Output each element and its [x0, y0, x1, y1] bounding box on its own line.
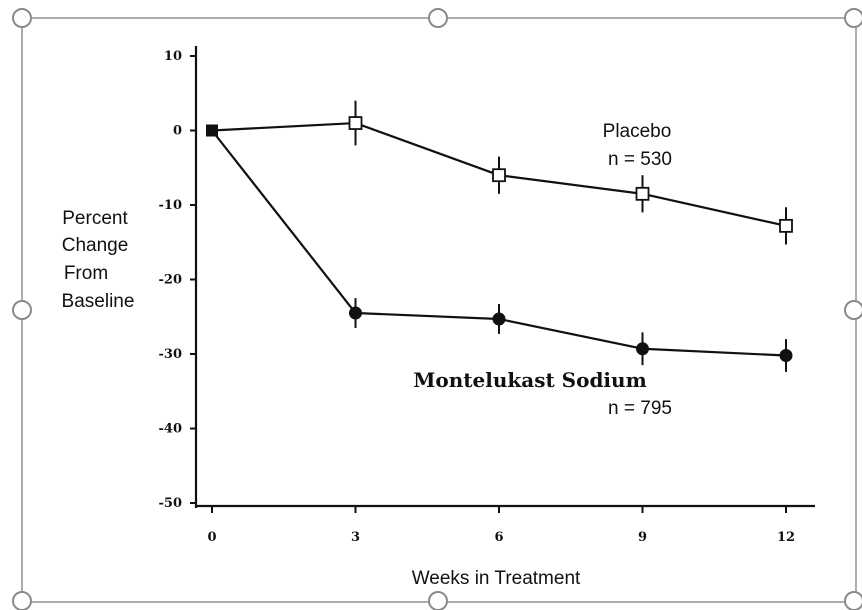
y-tick-label-2: -10	[159, 198, 183, 213]
resize-handle-bottom-left[interactable]	[12, 591, 32, 610]
selection-frame-border	[21, 17, 857, 603]
y-tick-label-5: -40	[159, 422, 183, 437]
x-axis-label: Weeks in Treatment	[412, 568, 581, 589]
y-axis-label-line-2: Change	[62, 235, 129, 256]
placebo-point-4	[779, 218, 793, 233]
placebo-point-2	[492, 168, 506, 183]
placebo-point-3	[635, 186, 650, 201]
resize-handle-bottom-center[interactable]	[428, 591, 448, 610]
montelukast-point-4	[779, 348, 793, 362]
placebo-point-1	[348, 116, 363, 130]
y-tick-label-3: -20	[159, 273, 183, 288]
montelukast-point-1	[349, 306, 362, 320]
resize-handle-middle-right[interactable]	[844, 300, 862, 320]
montelukast-baseline-marker	[206, 124, 218, 137]
x-tick-label-2: 6	[494, 530, 503, 545]
y-axis-label-line-4: Baseline	[62, 291, 135, 312]
y-tick-label-1: 0	[173, 124, 182, 139]
y-tick-label-0: 10	[164, 49, 182, 64]
resize-handle-middle-left[interactable]	[12, 300, 32, 320]
selection-frame	[21, 17, 857, 603]
montelukast-series-name: Montelukast Sodium	[413, 368, 646, 392]
resize-handle-top-left[interactable]	[12, 8, 32, 28]
x-tick-label-4: 12	[777, 530, 795, 545]
y-axis-label-line-3: From	[64, 263, 108, 284]
placebo-n-label: n = 530	[608, 149, 672, 170]
y-axis-label-line-1: Percent	[62, 208, 128, 229]
selection-handles[interactable]	[12, 8, 862, 610]
axes	[194, 46, 815, 508]
resize-handle-top-right[interactable]	[844, 8, 862, 28]
x-tick-label-1: 3	[351, 530, 360, 545]
x-axis-ticks: 0 3 6 9 12	[207, 506, 795, 545]
y-axis-ticks: 10 0 -10 -20 -30 -40 -50	[159, 49, 196, 511]
x-tick-label-3: 9	[638, 530, 647, 545]
y-tick-label-4: -30	[159, 347, 183, 362]
resize-handle-top-center[interactable]	[428, 8, 448, 28]
montelukast-n-label: n = 795	[608, 398, 672, 419]
series	[206, 100, 793, 372]
montelukast-point-2	[492, 312, 506, 326]
x-tick-label-0: 0	[207, 530, 216, 545]
placebo-series-name: Placebo	[603, 121, 672, 142]
montelukast-point-3	[636, 342, 649, 356]
y-tick-label-6: -50	[159, 496, 183, 511]
resize-handle-bottom-right[interactable]	[844, 591, 862, 610]
